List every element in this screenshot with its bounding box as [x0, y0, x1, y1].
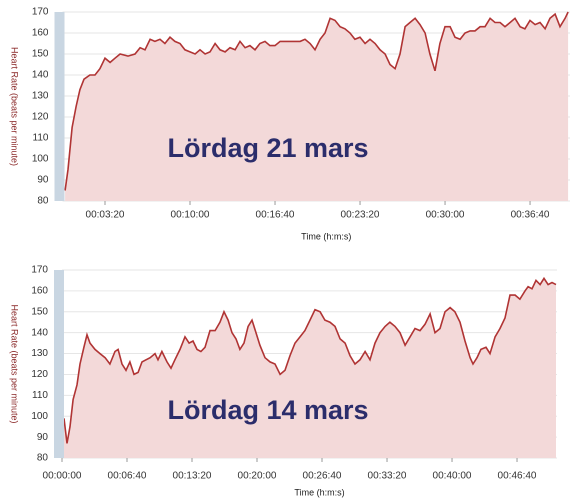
y-tick-label: 90 [37, 175, 49, 186]
x-tick-label: 00:46:40 [498, 471, 537, 482]
chart: 80 90 100 110 120 130 140 150 160 170 00:00:00 00:0… [10, 265, 557, 497]
chart: 80 90 100 110 120 130 140 150 160 170 00:03:20 00:1… [10, 7, 570, 241]
y-tick-label: 120 [31, 369, 48, 380]
y-tick-label: 80 [37, 196, 49, 207]
axis-stripe [54, 12, 65, 201]
x-axis-title: Time (h:m:s) [301, 231, 351, 241]
y-axis-title: Heart Rate (beats per minute) [10, 304, 20, 423]
x-tick-label: 00:06:40 [108, 471, 147, 482]
y-tick-label: 100 [32, 154, 49, 165]
x-tick-label: 00:20:00 [238, 471, 277, 482]
y-tick-label: 120 [32, 112, 49, 123]
x-tick-label: 00:40:00 [433, 471, 472, 482]
y-tick-label: 160 [32, 28, 49, 39]
axis-stripe [54, 270, 64, 458]
y-tick-label: 160 [31, 286, 48, 297]
y-tick-label: 130 [32, 91, 49, 102]
area [64, 278, 556, 458]
y-tick-label: 100 [31, 411, 48, 422]
x-tick-label: 00:03:20 [86, 210, 125, 221]
y-axis-title: Heart Rate (beats per minute) [10, 47, 20, 166]
x-tick-label: 00:10:00 [171, 210, 210, 221]
y-tick-label: 110 [32, 390, 48, 401]
x-tick-label: 00:30:00 [426, 210, 465, 221]
annotation: Lördag 21 mars [167, 133, 368, 163]
y-tick-label: 80 [37, 453, 49, 464]
line [63, 276, 557, 444]
y-tick-label: 90 [37, 432, 49, 443]
annotation: Lördag 14 mars [167, 395, 368, 425]
y-tick-label: 150 [32, 49, 49, 60]
y-tick-label: 150 [31, 306, 48, 317]
x-axis-title: Time (h:m:s) [294, 487, 344, 497]
y-tick-label: 170 [32, 7, 49, 18]
x-tick-label: 00:36:40 [511, 210, 550, 221]
y-tick-label: 140 [32, 70, 49, 81]
x-tick-label: 00:33:20 [368, 471, 407, 482]
x-tick-label: 00:26:40 [303, 471, 342, 482]
x-tick-label: 00:16:40 [256, 210, 295, 221]
x-tick-label: 00:13:20 [173, 471, 212, 482]
area [65, 12, 569, 201]
y-tick-label: 140 [31, 327, 48, 338]
y-tick-label: 170 [31, 265, 48, 276]
y-tick-label: 110 [33, 133, 49, 144]
x-tick-label: 00:00:00 [43, 471, 82, 482]
x-tick-label: 00:23:20 [341, 210, 380, 221]
line [64, 11, 569, 191]
y-tick-label: 130 [31, 348, 48, 359]
